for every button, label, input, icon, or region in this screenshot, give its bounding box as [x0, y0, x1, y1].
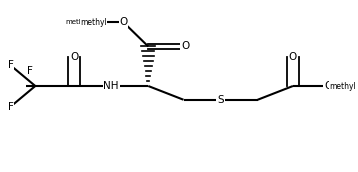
Text: F: F [27, 66, 33, 76]
Text: O: O [70, 52, 78, 62]
Text: methyl: methyl [73, 19, 97, 25]
Text: NH: NH [103, 81, 119, 91]
Text: S: S [217, 95, 224, 105]
Text: F: F [8, 60, 14, 70]
Text: methyl: methyl [66, 19, 90, 25]
Text: F: F [8, 102, 14, 112]
Text: O: O [324, 81, 332, 91]
Text: methyl: methyl [329, 82, 356, 90]
Text: O: O [181, 41, 189, 51]
Text: O: O [120, 17, 128, 27]
Text: methyl: methyl [80, 18, 107, 27]
Text: O: O [289, 52, 297, 62]
